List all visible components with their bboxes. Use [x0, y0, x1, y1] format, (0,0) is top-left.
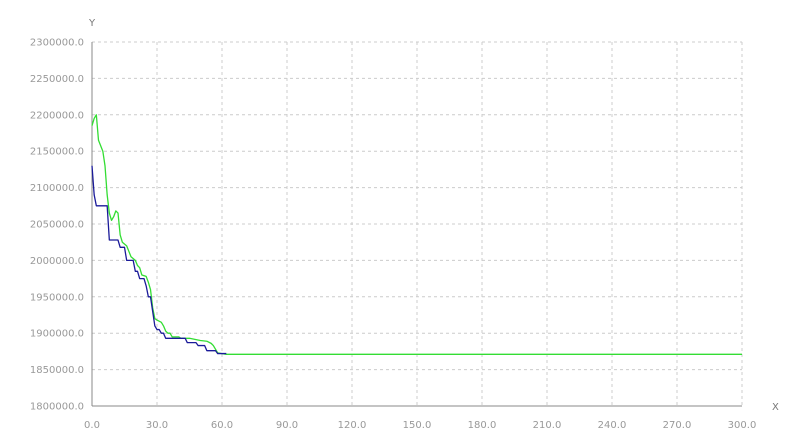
x-axis-title: X	[772, 402, 779, 413]
y-tick-label: 2300000.0	[30, 38, 84, 49]
series-line-2	[91, 114, 742, 355]
grid	[92, 41, 743, 406]
x-tick-label: 30.0	[146, 420, 168, 431]
x-tick-label: 120.0	[338, 420, 367, 431]
x-tick-label: 210.0	[533, 420, 562, 431]
series	[91, 114, 742, 355]
y-tick-label: 2150000.0	[30, 147, 84, 158]
y-tick-label: 1900000.0	[30, 329, 84, 340]
y-tick-label: 2050000.0	[30, 220, 84, 231]
series-line-1	[91, 165, 227, 355]
y-tick-label: 2000000.0	[30, 256, 84, 267]
x-tick-label: 150.0	[403, 420, 432, 431]
x-tick-label: 180.0	[468, 420, 497, 431]
y-tick-label: 1850000.0	[30, 365, 84, 376]
y-tick-label: 1950000.0	[30, 292, 84, 303]
x-tick-label: 300.0	[728, 420, 757, 431]
x-tick-labels: 0.0 30.0 60.0 90.0 120.0 150.0 180.0 210.0 240.0…	[84, 420, 756, 431]
y-tick-label: 2250000.0	[30, 74, 84, 85]
y-tick-label: 2200000.0	[30, 110, 84, 121]
x-tick-label: 270.0	[663, 420, 692, 431]
x-tick-label: 90.0	[276, 420, 298, 431]
y-tick-label: 2100000.0	[30, 183, 84, 194]
x-tick-label: 240.0	[598, 420, 627, 431]
y-tick-label: 1800000.0	[30, 402, 84, 413]
y-axis-title: Y	[88, 18, 96, 29]
y-tick-labels: 1800000.0 1850000.0 1900000.0 1950000.0 2000…	[30, 38, 84, 413]
x-tick-label: 60.0	[211, 420, 233, 431]
x-tick-label: 0.0	[84, 420, 100, 431]
axes	[91, 42, 742, 407]
